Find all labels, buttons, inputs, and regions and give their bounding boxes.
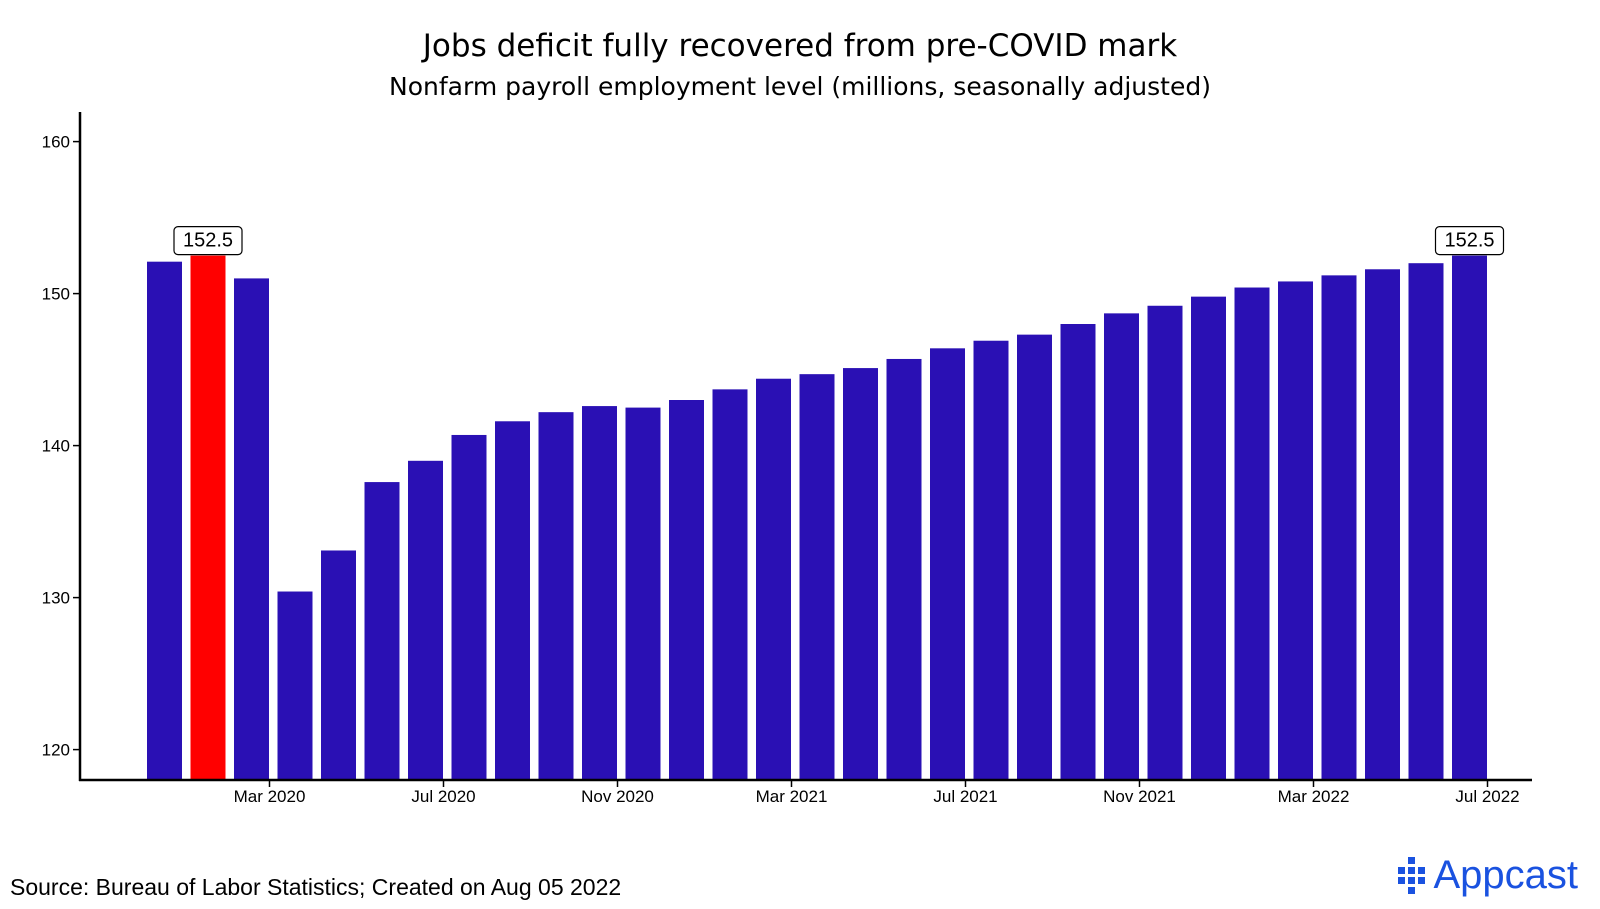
bar-11 [625,407,661,780]
data-label-box [173,226,243,256]
y-tick-label: 130 [42,589,70,608]
bar-8 [495,421,530,780]
x-tick-label: Jul 2022 [1455,787,1519,806]
brand-name: Appcast [1433,852,1578,897]
x-tick-label: Mar 2020 [234,787,306,806]
bar-19 [973,340,1009,780]
bar-12 [669,400,704,780]
bar-7 [451,434,487,780]
y-tick-label: 150 [42,285,70,304]
bar-4 [321,550,356,780]
x-tick-label: Jul 2021 [933,787,997,806]
bar-6 [408,460,443,780]
bar-1 [190,255,226,781]
x-tick-label: Mar 2022 [1278,787,1350,806]
bar-21 [1060,324,1096,780]
brand-logo: Appcast [1398,852,1578,898]
bar-16 [843,368,878,780]
bar-20 [1017,334,1052,780]
bar-27 [1321,275,1357,780]
x-tick-label: Jul 2020 [411,787,475,806]
bar-26 [1278,281,1313,780]
bar-15 [799,374,835,780]
chart-title: Jobs deficit fully recovered from pre-CO… [422,28,1178,64]
bar-22 [1104,313,1139,780]
y-tick-label: 160 [42,133,70,152]
x-tick-label: Nov 2021 [1103,787,1176,806]
bar-17 [886,358,922,780]
chart-subtitle: Nonfarm payroll employment level (millio… [389,72,1211,101]
bar-10 [582,406,617,780]
bar-18 [930,348,965,780]
bar-23 [1147,305,1183,780]
logo-dots-icon [1398,856,1426,894]
y-tick-label: 120 [42,741,70,760]
source-note: Source: Bureau of Labor Statistics; Crea… [10,874,622,900]
bar-14 [756,378,791,780]
x-tick-label: Mar 2021 [756,787,828,806]
bar-2 [234,278,269,780]
bar-3 [277,591,313,780]
bar-5 [364,482,400,780]
bar-28 [1365,269,1400,780]
bar-9 [538,412,574,780]
x-tick-label: Nov 2020 [581,787,654,806]
bar-29 [1408,263,1444,780]
bar-24 [1191,296,1226,780]
data-label: 152.5 [183,230,233,252]
data-label: 152.5 [1444,230,1494,252]
bar-30 [1452,255,1487,781]
bar-13 [712,389,748,780]
y-tick-label: 140 [42,437,70,456]
bar-25 [1234,287,1270,780]
bar-0 [147,261,182,780]
data-label-box [1434,226,1505,256]
